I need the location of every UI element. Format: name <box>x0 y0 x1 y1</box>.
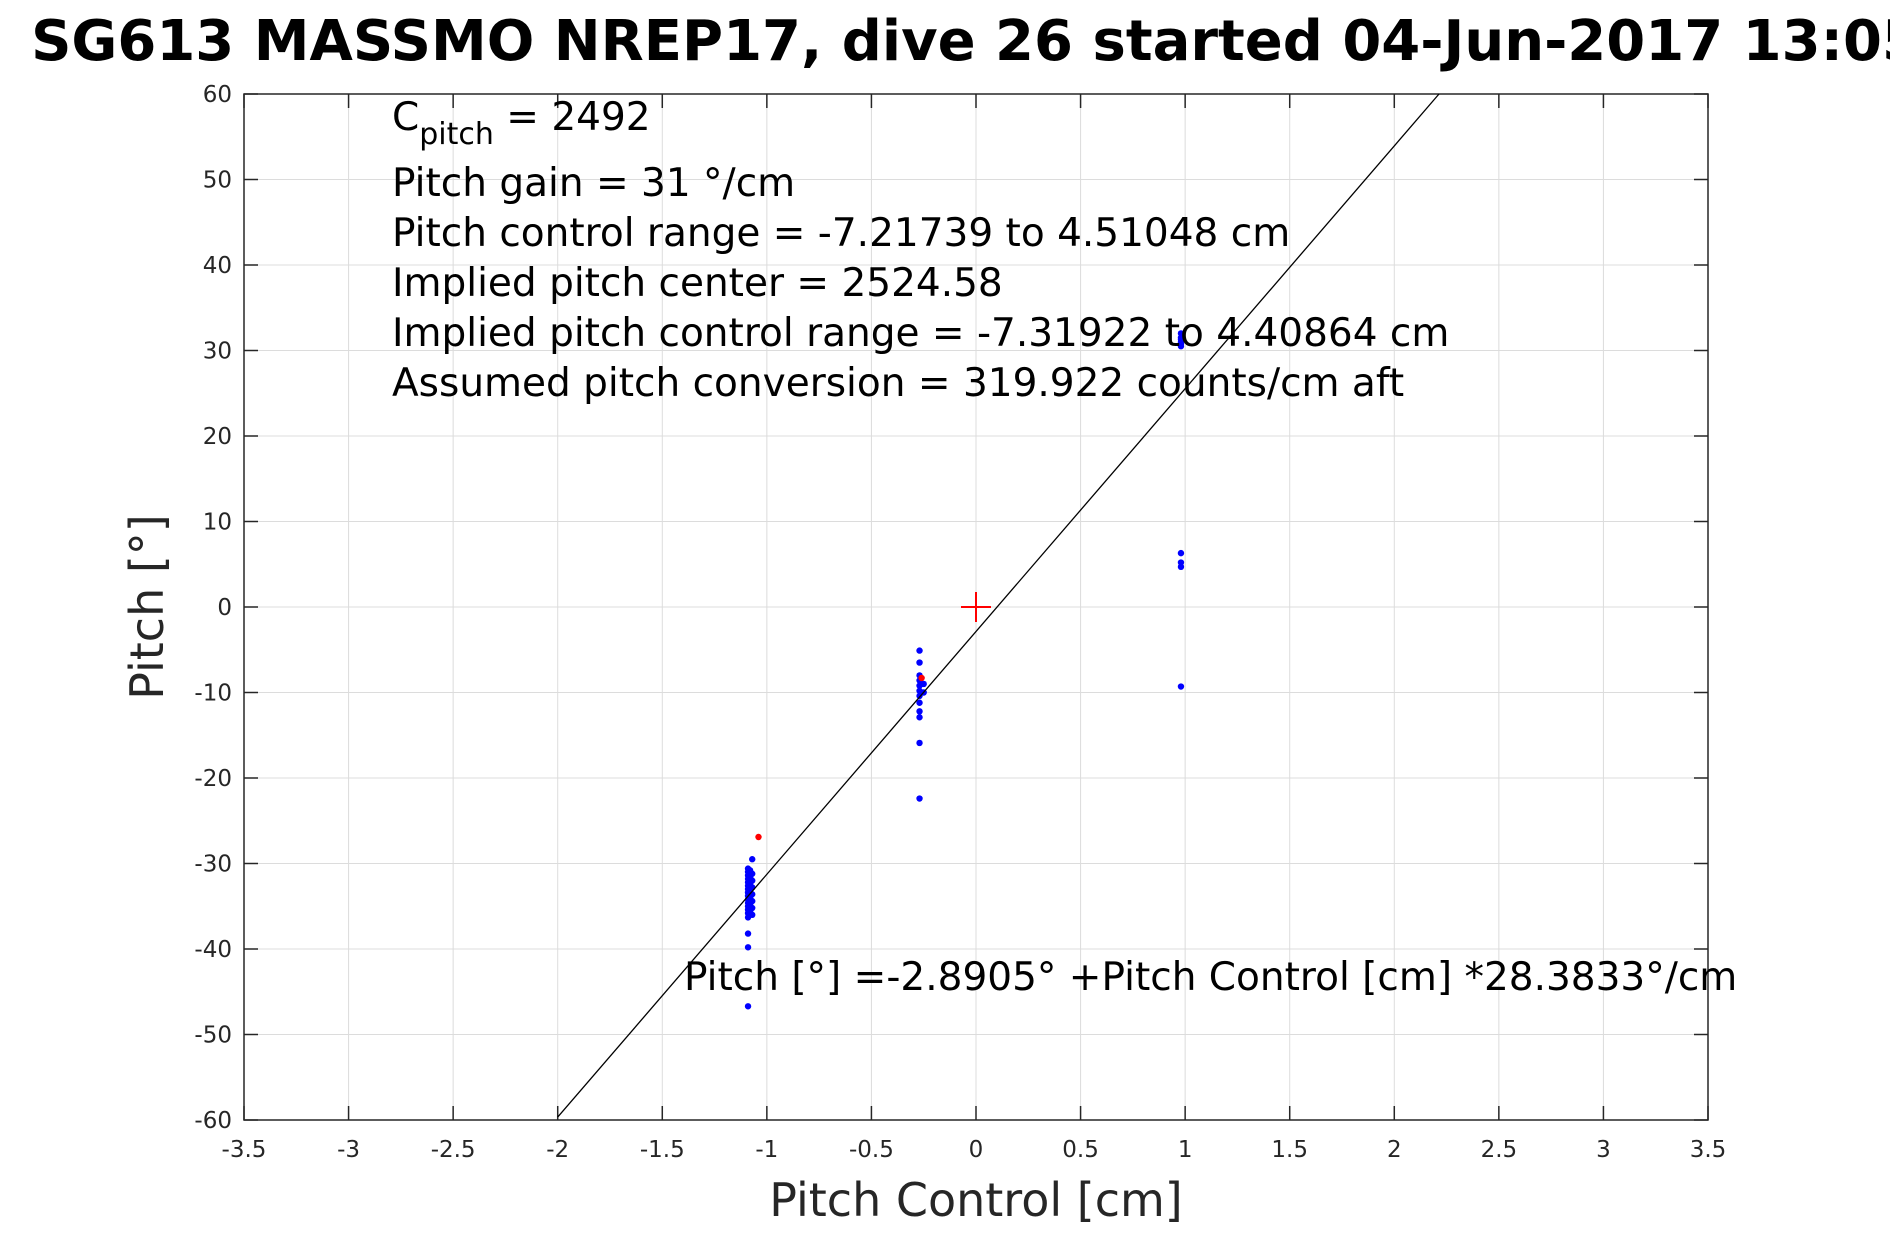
y-tick-label: 10 <box>203 510 232 536</box>
data-point <box>916 708 923 715</box>
data-point <box>749 856 756 863</box>
data-point <box>916 647 923 654</box>
x-tick-label: -0.5 <box>849 1137 894 1163</box>
annotation-implied-pitch-center: Implied pitch center = 2524.58 <box>392 261 1003 306</box>
y-axis-label: Pitch [°] <box>120 514 174 700</box>
data-point <box>916 714 923 721</box>
y-tick-label: 0 <box>217 595 232 621</box>
data-point <box>746 867 754 874</box>
x-tick-label: -1 <box>755 1137 778 1163</box>
y-tick-label: 30 <box>203 339 232 365</box>
series-0 <box>744 330 1185 1010</box>
axis-ticks <box>243 93 1709 1121</box>
y-tick-labels: -60 -50 -40 -30 -20 -10 0 10 20 30 40 50 60 <box>194 82 232 1134</box>
y-tick-label: -60 <box>194 1108 232 1134</box>
x-tick-labels: -3.5 -3 -2.5 -2 -1.5 -1 -0.5 0 0.5 1 1.5 2 2.5 3 3.5 <box>222 1137 1727 1163</box>
data-series <box>557 93 1440 1118</box>
fit-line <box>557 93 1440 1118</box>
y-tick-label: -50 <box>194 1023 232 1049</box>
data-point <box>744 944 752 951</box>
series-1 <box>755 674 925 841</box>
annotation-assumed-pitch-conversion: Assumed pitch conversion = 319.922 count… <box>392 361 1404 406</box>
series-3 <box>557 93 1440 1118</box>
y-tick-label: -40 <box>194 937 232 963</box>
y-tick-label: 60 <box>203 82 232 108</box>
x-axis-label: Pitch Control [cm] <box>769 1173 1183 1227</box>
y-tick-label: -10 <box>194 681 232 707</box>
y-tick-label: -20 <box>194 766 232 792</box>
x-tick-label: -1.5 <box>640 1137 685 1163</box>
data-point <box>1177 683 1185 690</box>
data-point <box>918 674 925 682</box>
data-point <box>916 739 923 747</box>
data-point <box>744 1003 752 1010</box>
x-tick-label: 2 <box>1387 1137 1402 1163</box>
y-tick-label: 50 <box>203 168 232 194</box>
data-point <box>746 873 754 881</box>
x-tick-label: -3.5 <box>222 1137 267 1163</box>
center-plus-marker <box>961 592 991 622</box>
series-2 <box>961 592 991 622</box>
x-tick-label: 2.5 <box>1481 1137 1518 1163</box>
data-point <box>755 833 762 841</box>
data-point <box>744 930 752 937</box>
data-point <box>916 699 923 706</box>
annotation-implied-pitch-control-range: Implied pitch control range = -7.31922 t… <box>392 311 1449 356</box>
data-point <box>1177 336 1185 343</box>
x-tick-label: -3 <box>337 1137 360 1163</box>
x-tick-label: 3.5 <box>1690 1137 1727 1163</box>
y-tick-label: 40 <box>203 253 232 279</box>
x-tick-label: 0 <box>969 1137 984 1163</box>
data-point <box>916 659 923 666</box>
x-tick-label: 1 <box>1178 1137 1193 1163</box>
data-point <box>1177 549 1185 557</box>
data-point <box>920 680 927 688</box>
y-tick-label: 20 <box>203 424 232 450</box>
data-point <box>746 880 754 888</box>
annotation-c-main: C <box>392 95 419 140</box>
x-tick-label: 3 <box>1596 1137 1611 1163</box>
x-tick-label: -2 <box>546 1137 569 1163</box>
data-point <box>1177 563 1185 571</box>
annotation-c-value: = 2492 <box>494 95 651 140</box>
x-tick-label: 0.5 <box>1062 1137 1099 1163</box>
annotation-fit-equation: Pitch [°] =-2.8905° +Pitch Control [cm] … <box>684 955 1737 1000</box>
annotation-pitch-gain: Pitch gain = 31 °/cm <box>392 161 795 206</box>
y-tick-label: -30 <box>194 852 232 878</box>
annotation-c-pitch: Cpitch = 2492 <box>392 95 651 152</box>
x-tick-label: 1.5 <box>1271 1137 1308 1163</box>
x-tick-label: -2.5 <box>431 1137 476 1163</box>
annotation-c-sub: pitch <box>419 117 494 152</box>
data-point <box>746 908 754 915</box>
chart-title: SG613 MASSMO NREP17, dive 26 started 04-… <box>31 9 1890 74</box>
data-point <box>1177 330 1185 337</box>
annotation-pitch-control-range: Pitch control range = -7.21739 to 4.5104… <box>392 211 1290 256</box>
grid <box>243 93 1709 1121</box>
data-point <box>916 795 923 802</box>
data-point <box>746 901 754 908</box>
